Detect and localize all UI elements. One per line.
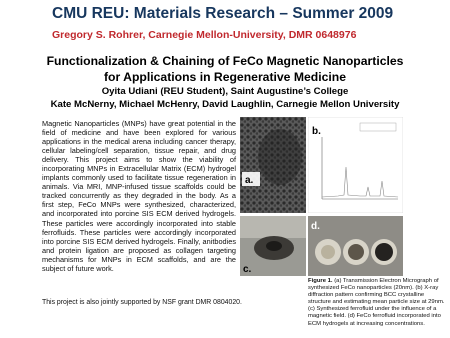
poster-authors: Oyita Udiani (REU Student), Saint August… <box>101 86 349 97</box>
poster-title: for Applications in Regenerative Medicin… <box>104 70 346 84</box>
xrd-plot: b. <box>308 117 403 213</box>
header-subtitle: Gregory S. Rohrer, Carnegie Mellon-Unive… <box>52 29 357 41</box>
body-paragraph: Magnetic Nanoparticles (MNPs) have great… <box>42 119 236 273</box>
panel-label: a. <box>245 175 254 186</box>
tem-image: a. <box>240 117 306 213</box>
figure-caption: Figure 1. (a) Transmission Electron Micr… <box>308 278 448 328</box>
poster-authors: Kate McNerny, Michael McHenry, David Lau… <box>50 99 400 110</box>
ferrofluid-photo: c. <box>240 216 306 276</box>
caption-label: Figure 1. <box>308 278 333 284</box>
panel-label: d. <box>311 221 320 232</box>
poster-title: Functionalization & Chaining of FeCo Mag… <box>46 54 404 68</box>
header-title: CMU REU: Materials Research – Summer 200… <box>52 5 394 22</box>
panel-label: b. <box>312 126 321 137</box>
hydrogel-photo: d. <box>308 216 403 276</box>
funding-note: This project is also jointly supported b… <box>42 299 242 306</box>
caption-text: (a) Transmission Electron Micrograph of … <box>308 278 445 327</box>
panel-label: c. <box>243 264 252 275</box>
